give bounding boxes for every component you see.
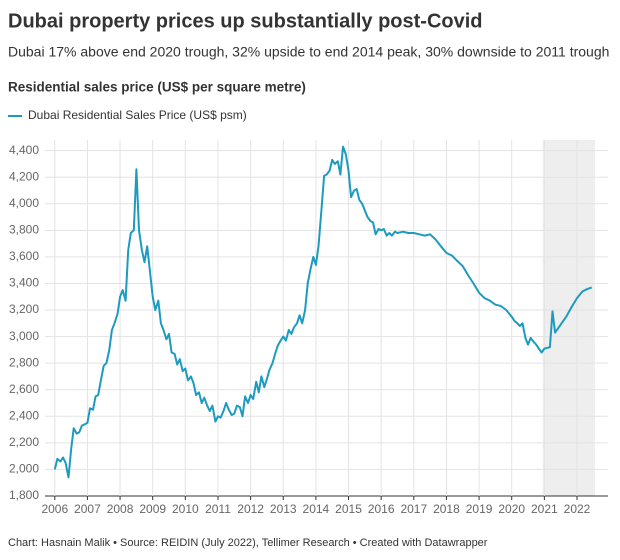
chart-title: Dubai property prices up substantially p…	[8, 10, 483, 32]
data-line	[53, 145, 593, 479]
y-tick-label: 3,000	[9, 329, 39, 343]
x-tick-label: 2019	[466, 502, 493, 516]
x-tick-label: 2006	[41, 502, 68, 516]
y-tick-label: 3,200	[9, 302, 39, 316]
footer: Chart: Hasnain Malik • Source: REIDIN (J…	[8, 537, 488, 549]
y-tick-label: 2,000	[9, 462, 39, 476]
x-tick-label: 2011	[205, 502, 231, 516]
x-tick-label: 2009	[139, 502, 166, 516]
x-tick-label: 2013	[270, 502, 297, 516]
x-tick-label: 2017	[400, 502, 427, 516]
x-tick-label: 2021	[531, 502, 558, 516]
y-tick-label: 2,600	[9, 382, 39, 396]
y-tick-label: 3,800	[9, 223, 39, 237]
y-tick-label: 3,600	[9, 249, 39, 263]
y-tick-label: 2,400	[9, 408, 39, 422]
y-tick-label: 4,200	[9, 169, 39, 183]
x-tick-label: 2014	[303, 502, 330, 516]
y-tick-label: 2,800	[9, 355, 39, 369]
y-axis-label: Residential sales price (US$ per square …	[8, 80, 306, 95]
chart-subtitle: Dubai 17% above end 2020 trough, 32% ups…	[8, 44, 609, 60]
x-tick-label: 2015	[335, 502, 362, 516]
y-tick-label: 4,000	[9, 196, 39, 210]
x-tick-label: 2016	[368, 502, 395, 516]
x-tick-label: 2008	[107, 502, 134, 516]
x-tick-label: 2022	[564, 502, 591, 516]
legend-label: Dubai Residential Sales Price (US$ psm)	[28, 108, 247, 122]
x-tick-label: 2018	[433, 502, 460, 516]
y-tick-label: 3,400	[9, 276, 39, 290]
y-tick-label: 4,400	[9, 143, 39, 157]
x-tick-label: 2020	[498, 502, 525, 516]
y-tick-label: 1,800	[9, 488, 39, 502]
x-tick-label: 2007	[74, 502, 101, 516]
x-tick-label: 2010	[172, 502, 199, 516]
y-tick-label: 2,200	[9, 435, 39, 449]
x-tick-label: 2012	[237, 502, 264, 516]
